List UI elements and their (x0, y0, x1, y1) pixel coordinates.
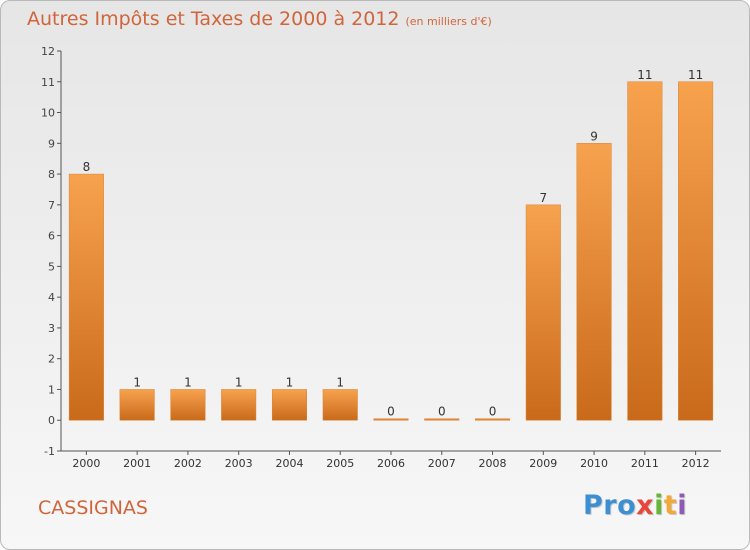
x-tick-label: 2010 (580, 457, 608, 470)
x-tick-label: 2004 (275, 457, 303, 470)
bar-value-label: 11 (688, 68, 703, 82)
bar (576, 143, 612, 421)
y-tick-label: 4 (48, 291, 55, 304)
x-tick-label: 2001 (123, 457, 151, 470)
bar-value-label: 1 (184, 375, 192, 389)
bar-value-label: 1 (286, 375, 294, 389)
y-tick-label: -1 (44, 445, 55, 458)
bar-value-label: 8 (83, 160, 91, 174)
x-tick-label: 2011 (631, 457, 659, 470)
bar (68, 173, 104, 421)
bar (525, 204, 561, 421)
bar-value-label: 0 (387, 405, 395, 419)
bar (170, 389, 206, 421)
x-tick-label: 2009 (529, 457, 557, 470)
bar-value-label: 1 (235, 375, 243, 389)
y-tick-label: 2 (48, 353, 55, 366)
bar-value-label: 9 (590, 129, 598, 143)
y-tick-label: 10 (41, 107, 55, 120)
proxiti-logo: Proxiti (583, 490, 688, 521)
x-tick-label: 2007 (428, 457, 456, 470)
x-tick-label: 2012 (682, 457, 710, 470)
y-tick-label: 11 (41, 76, 55, 89)
y-tick-label: 8 (48, 168, 55, 181)
bar (221, 389, 257, 421)
town-name: CASSIGNAS (38, 497, 148, 519)
y-tick-label: 12 (41, 45, 55, 58)
y-tick-label: 7 (48, 199, 55, 212)
y-tick-label: 5 (48, 260, 55, 273)
x-tick-label: 2005 (326, 457, 354, 470)
bar (678, 81, 714, 421)
bar-value-label: 0 (438, 405, 446, 419)
bar-value-label: 0 (489, 405, 497, 419)
y-tick-label: 3 (48, 322, 55, 335)
chart-title: Autres Impôts et Taxes de 2000 à 2012 (en… (27, 8, 492, 30)
x-tick-label: 2003 (225, 457, 253, 470)
bar-value-label: 7 (539, 191, 547, 205)
bar (322, 389, 358, 421)
bar (373, 418, 409, 421)
bar (627, 81, 663, 421)
bar-value-label: 1 (133, 375, 141, 389)
bar (424, 418, 460, 421)
x-tick-label: 2008 (479, 457, 507, 470)
y-tick-label: 6 (48, 230, 55, 243)
y-tick-label: 1 (48, 383, 55, 396)
y-tick-label: 0 (48, 414, 55, 427)
chart-title-text: Autres Impôts et Taxes de 2000 à 2012 (27, 8, 400, 30)
x-tick-label: 2000 (72, 457, 100, 470)
x-tick-label: 2002 (174, 457, 202, 470)
bar-value-label: 1 (336, 375, 344, 389)
bar (119, 389, 155, 421)
y-tick-label: 9 (48, 137, 55, 150)
bar-value-label: 11 (637, 68, 652, 82)
chart-unit-text: (en milliers d'€) (405, 15, 492, 28)
bar (475, 418, 511, 421)
x-tick-label: 2006 (377, 457, 405, 470)
bar (271, 389, 307, 421)
